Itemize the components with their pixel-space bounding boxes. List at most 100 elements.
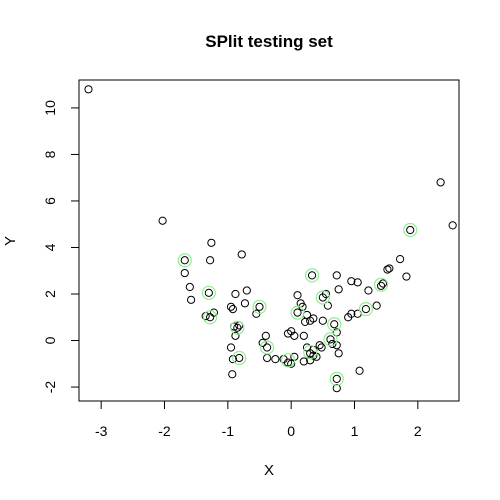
data-point: [406, 225, 415, 235]
data-point: [263, 343, 272, 352]
data-point: [328, 339, 337, 349]
data-point: [361, 305, 370, 314]
y-tick-label: -2: [42, 381, 58, 394]
data-point: [326, 335, 335, 344]
data-point: [355, 366, 364, 375]
data-point: [299, 331, 308, 340]
y-tick-label: 6: [42, 197, 58, 205]
data-point: [299, 357, 308, 366]
x-tick-label: -1: [222, 423, 235, 439]
highlight-ring: [252, 299, 267, 314]
highlight-ring: [323, 332, 338, 347]
highlight-ring: [177, 253, 192, 268]
highlight-ring: [232, 350, 247, 366]
data-point: [235, 353, 244, 363]
data-points: [84, 85, 457, 393]
data-point: [233, 323, 242, 332]
y-tick-label: 10: [42, 100, 58, 116]
y-tick-label: 2: [42, 290, 58, 298]
data-point: [332, 384, 341, 393]
data-point: [448, 221, 457, 230]
data-point: [158, 216, 167, 225]
chart-title: SPlit testing set: [205, 32, 333, 51]
highlight-ring: [374, 277, 389, 292]
data-point: [242, 286, 251, 295]
highlight-ring: [280, 353, 296, 368]
data-point: [240, 299, 250, 308]
y-axis-label: Y: [2, 236, 19, 246]
x-tick-label: 1: [351, 423, 359, 439]
y-axis: -2 0 2 4 6 8 10: [42, 100, 80, 394]
plot-frame: [78, 79, 460, 402]
highlight-ring: [230, 320, 245, 335]
highlight-ring: [303, 345, 318, 360]
data-point: [261, 331, 270, 340]
highlight-ring: [329, 371, 344, 387]
highlight-ring: [304, 268, 320, 283]
data-point: [315, 341, 324, 350]
data-point: [287, 359, 296, 368]
x-tick-label: -2: [158, 423, 171, 439]
y-tick-label: 0: [42, 336, 58, 344]
data-point: [347, 277, 356, 286]
data-point: [84, 85, 93, 94]
highlight-ring: [327, 317, 342, 332]
x-axis-label: X: [264, 462, 274, 479]
data-point: [330, 320, 339, 329]
data-point: [206, 313, 215, 322]
data-point: [301, 317, 310, 327]
data-point: [237, 250, 246, 259]
data-point: [334, 349, 343, 358]
data-point: [383, 265, 392, 274]
data-point: [207, 238, 216, 247]
data-point: [293, 308, 302, 317]
data-point: [372, 301, 381, 310]
data-point: [226, 343, 236, 352]
data-point: [204, 288, 213, 297]
data-point: [226, 302, 236, 311]
data-point: [436, 178, 445, 187]
data-point: [180, 256, 189, 265]
data-point: [307, 271, 317, 280]
highlight-ring: [201, 285, 216, 300]
data-point: [353, 278, 362, 287]
y-tick-label: 4: [42, 243, 58, 251]
data-point: [332, 374, 341, 384]
data-point: [228, 305, 237, 314]
data-point: [332, 328, 341, 337]
data-point: [364, 286, 373, 295]
data-point: [347, 309, 356, 318]
data-point: [231, 331, 240, 340]
highlight-ring: [358, 302, 373, 317]
highlight-ring: [260, 340, 275, 355]
data-point: [187, 295, 196, 304]
data-point: [258, 338, 267, 347]
data-point: [318, 316, 327, 325]
data-point: [402, 272, 411, 281]
x-axis: -3 -2 -1 0 1 2: [95, 400, 422, 439]
highlight-ring: [403, 222, 418, 238]
x-tick-label: 2: [414, 423, 422, 439]
data-point: [332, 271, 341, 280]
data-point: [317, 343, 326, 352]
data-point: [231, 289, 240, 299]
data-point: [396, 255, 405, 264]
data-point: [271, 355, 280, 364]
data-point: [290, 331, 299, 340]
data-point: [228, 370, 237, 379]
y-tick-label: 8: [42, 150, 58, 158]
data-point: [263, 353, 272, 363]
data-point: [206, 256, 215, 265]
data-point: [255, 302, 264, 311]
data-point: [185, 282, 194, 292]
data-point: [385, 264, 394, 273]
data-point: [180, 268, 189, 278]
highlighted-points: [177, 222, 418, 387]
highlight-ring: [315, 290, 330, 305]
data-point: [378, 279, 388, 288]
data-point: [321, 289, 331, 299]
data-point: [309, 314, 318, 323]
data-point: [377, 281, 386, 290]
x-tick-label: 0: [287, 423, 295, 439]
